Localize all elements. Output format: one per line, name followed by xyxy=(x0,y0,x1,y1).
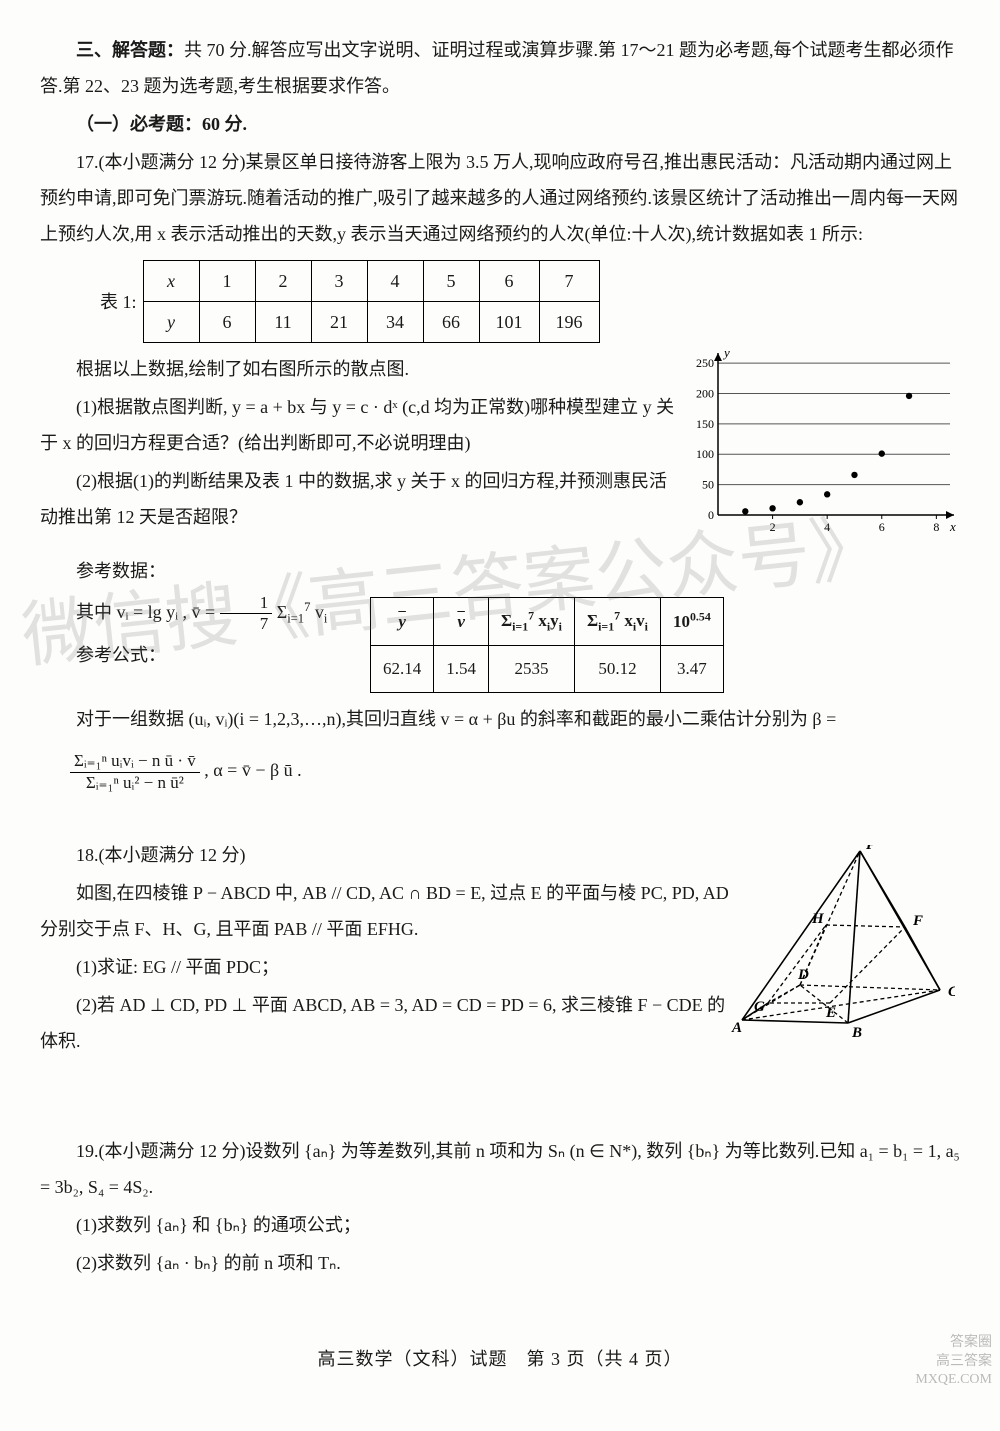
cell: 2 xyxy=(255,261,311,302)
q17-part2: (2)根据(1)的判断结果及表 1 中的数据,求 y 关于 x 的回归方程,并预… xyxy=(40,463,680,535)
section-header: 三、解答题：共 70 分.解答应写出文字说明、证明过程或演算步骤.第 17～21… xyxy=(40,32,960,104)
cell: 1.54 xyxy=(434,646,489,693)
cell: 6 xyxy=(479,261,539,302)
corner-watermark: 答案圈 高三答案 MXQE.COM xyxy=(915,1334,992,1389)
q17-formula-frac: Σᵢ₌₁ⁿ uᵢvᵢ − n ū · v̄ Σᵢ₌₁ⁿ uᵢ² − n ū² ,… xyxy=(70,751,960,793)
cell: v xyxy=(434,598,489,646)
cell: 1 xyxy=(199,261,255,302)
svg-text:50: 50 xyxy=(702,478,714,492)
q18-p1: (1)求证: EG // 平面 PDC； xyxy=(40,949,730,985)
q17-table-wrap: 表 1: x 1 2 3 4 5 6 7 y 6 11 21 34 66 101… xyxy=(40,254,960,349)
cell: Σi=17 xiyi xyxy=(489,598,575,646)
table-row: 62.14 1.54 2535 50.12 3.47 xyxy=(371,646,724,693)
table-row: x 1 2 3 4 5 6 7 xyxy=(143,261,599,302)
svg-text:C: C xyxy=(948,984,955,1000)
svg-text:P: P xyxy=(866,845,876,853)
q18-title: 18.(本小题满分 12 分) xyxy=(40,837,730,873)
table-row: y 6 11 21 34 66 101 196 xyxy=(143,302,599,343)
cell: 34 xyxy=(367,302,423,343)
cell: 62.14 xyxy=(371,646,434,693)
svg-text:H: H xyxy=(811,911,825,927)
cell: Σi=17 xivi xyxy=(574,598,660,646)
cell: 6 xyxy=(199,302,255,343)
svg-text:150: 150 xyxy=(696,417,714,431)
q17-stem: 17.(本小题满分 12 分)某景区单日接待游客上限为 3.5 万人,现响应政府… xyxy=(40,144,960,252)
q19-p2: (2)求数列 {aₙ · bₙ} 的前 n 项和 Tₙ. xyxy=(40,1245,960,1281)
cell: 21 xyxy=(311,302,367,343)
corner-wm-1: 答案圈 xyxy=(915,1334,992,1352)
q17-formula-text: 对于一组数据 (uᵢ, vᵢ)(i = 1,2,3,…,n),其回归直线 v =… xyxy=(40,701,960,737)
cell: 3 xyxy=(311,261,367,302)
q17-part1: (1)根据散点图判断, y = a + bx 与 y = c · dˣ (c,d… xyxy=(40,389,680,461)
cell: 11 xyxy=(255,302,311,343)
page-footer: 高三数学（文科）试题 第 3 页（共 4 页） xyxy=(40,1341,960,1377)
q17-scatter-plot: 0 50 100 150 200 250 2 4 6 8 y x xyxy=(680,349,960,539)
svg-text:F: F xyxy=(912,913,923,929)
svg-text:B: B xyxy=(851,1025,862,1041)
cell: 2535 xyxy=(489,646,575,693)
frac-den: Σᵢ₌₁ⁿ uᵢ² − n ū² xyxy=(70,773,200,793)
ref-note-frac: 17 xyxy=(220,593,273,635)
svg-text:D: D xyxy=(797,967,809,983)
q18-pyramid-figure: A B C D P E F G H xyxy=(730,845,955,1045)
svg-text:200: 200 xyxy=(696,386,714,400)
q17-table-label: 表 1: xyxy=(100,284,137,320)
svg-text:0: 0 xyxy=(708,508,714,522)
svg-text:A: A xyxy=(731,1020,742,1036)
q17-ref-label: 参考数据： xyxy=(40,553,960,589)
table-row: y v Σi=17 xiyi Σi=17 xivi 100.54 xyxy=(371,598,724,646)
corner-wm-2: 高三答案 xyxy=(915,1353,992,1371)
q17-after-table: 根据以上数据,绘制了如右图所示的散点图. xyxy=(40,351,680,387)
formula-tail: , α = v̄ − β ū . xyxy=(204,760,301,780)
section-title-label: 三、解答题： xyxy=(76,40,184,60)
cell: y xyxy=(143,302,199,343)
cell: 3.47 xyxy=(660,646,723,693)
svg-text:6: 6 xyxy=(879,520,885,534)
svg-text:100: 100 xyxy=(696,447,714,461)
frac-num: Σᵢ₌₁ⁿ uᵢvᵢ − n ū · v̄ xyxy=(70,751,200,772)
svg-text:E: E xyxy=(825,1005,836,1021)
q19-p1: (1)求数列 {aₙ} 和 {bₙ} 的通项公式； xyxy=(40,1207,960,1243)
q17-formula-label: 参考公式： xyxy=(40,637,360,673)
cell: x xyxy=(143,261,199,302)
svg-text:x: x xyxy=(949,519,956,534)
svg-text:8: 8 xyxy=(933,520,939,534)
svg-text:y: y xyxy=(722,349,730,360)
q19-title: 19.(本小题满分 12 分)设数列 {aₙ} 为等差数列,其前 n 项和为 S… xyxy=(40,1133,960,1205)
cell: 196 xyxy=(539,302,599,343)
cell: y xyxy=(371,598,434,646)
ref-note-prefix: 其中 vᵢ = lg yᵢ , v̄ = xyxy=(76,602,220,622)
cell: 50.12 xyxy=(574,646,660,693)
q17-ref-note: 其中 vᵢ = lg yᵢ , v̄ = 17 Σi=17 vi xyxy=(40,593,360,635)
corner-wm-3: MXQE.COM xyxy=(915,1371,992,1389)
q17-table: x 1 2 3 4 5 6 7 y 6 11 21 34 66 101 196 xyxy=(143,260,600,343)
cell: 7 xyxy=(539,261,599,302)
svg-text:2: 2 xyxy=(770,520,776,534)
cell: 100.54 xyxy=(660,598,723,646)
ref-note-sum: Σi=17 vi xyxy=(277,602,328,622)
cell: 5 xyxy=(423,261,479,302)
svg-text:G: G xyxy=(754,999,765,1015)
svg-text:4: 4 xyxy=(824,520,830,534)
cell: 4 xyxy=(367,261,423,302)
cell: 101 xyxy=(479,302,539,343)
q18-body1: 如图,在四棱锥 P − ABCD 中, AB // CD, AC ∩ BD = … xyxy=(40,875,730,947)
q17-ref-table: y v Σi=17 xiyi Σi=17 xivi 100.54 62.14 1… xyxy=(370,597,724,693)
subsection-title: （一）必考题：60 分. xyxy=(40,106,960,142)
svg-text:250: 250 xyxy=(696,356,714,370)
cell: 66 xyxy=(423,302,479,343)
q18-p2: (2)若 AD ⊥ CD, PD ⊥ 平面 ABCD, AB = 3, AD =… xyxy=(40,987,730,1059)
